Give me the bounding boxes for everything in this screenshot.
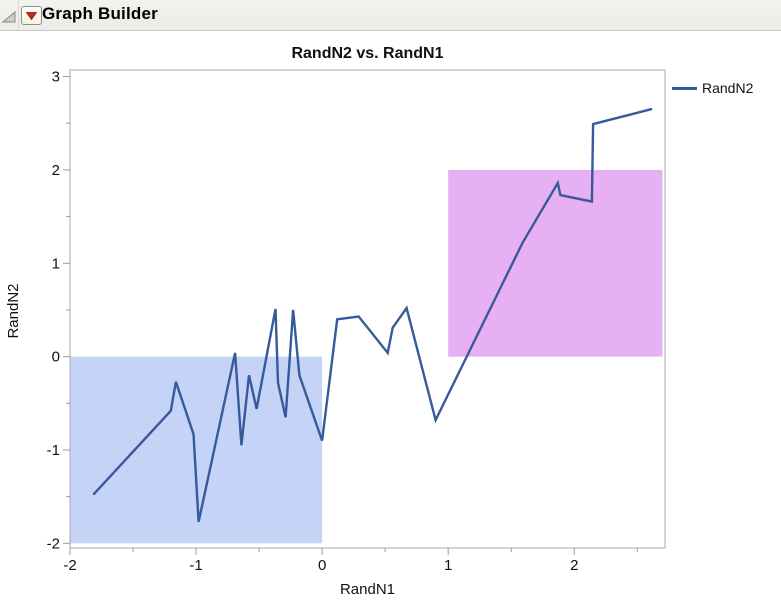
x-tick-label: 1 (444, 557, 452, 574)
series-line-randn2 (92, 107, 653, 523)
header-separator (18, 0, 19, 30)
y-tick-label: 0 (52, 349, 60, 366)
red-triangle-icon (26, 11, 37, 20)
chart-title[interactable]: RandN2 vs. RandN1 (291, 45, 444, 62)
legend[interactable]: RandN2 (672, 80, 753, 96)
outline-collapse-icon[interactable] (2, 11, 17, 24)
x-tick-label: -1 (189, 557, 202, 574)
legend-line-swatch (672, 86, 697, 90)
y-tick-label: 3 (52, 69, 60, 86)
legend-label: RandN2 (702, 80, 754, 96)
y-axis-label[interactable]: RandN2 (5, 283, 22, 339)
x-tick-label: -2 (63, 557, 76, 574)
y-tick-label: -2 (47, 535, 60, 552)
y-tick-label: -1 (47, 442, 60, 459)
red-triangle-menu-button[interactable] (21, 6, 42, 25)
highlight-region-blue[interactable] (70, 356, 323, 544)
plot-frame (69, 69, 666, 549)
x-tick-label: 0 (318, 557, 326, 574)
x-tick-label: 2 (570, 557, 578, 574)
highlight-region-magenta[interactable] (448, 169, 663, 357)
y-tick-label: 1 (52, 255, 60, 272)
outline-header: Graph Builder (0, 0, 781, 31)
y-tick-label: 2 (52, 162, 60, 179)
x-axis-label[interactable]: RandN1 (339, 581, 396, 598)
window-title: Graph Builder (42, 4, 158, 23)
